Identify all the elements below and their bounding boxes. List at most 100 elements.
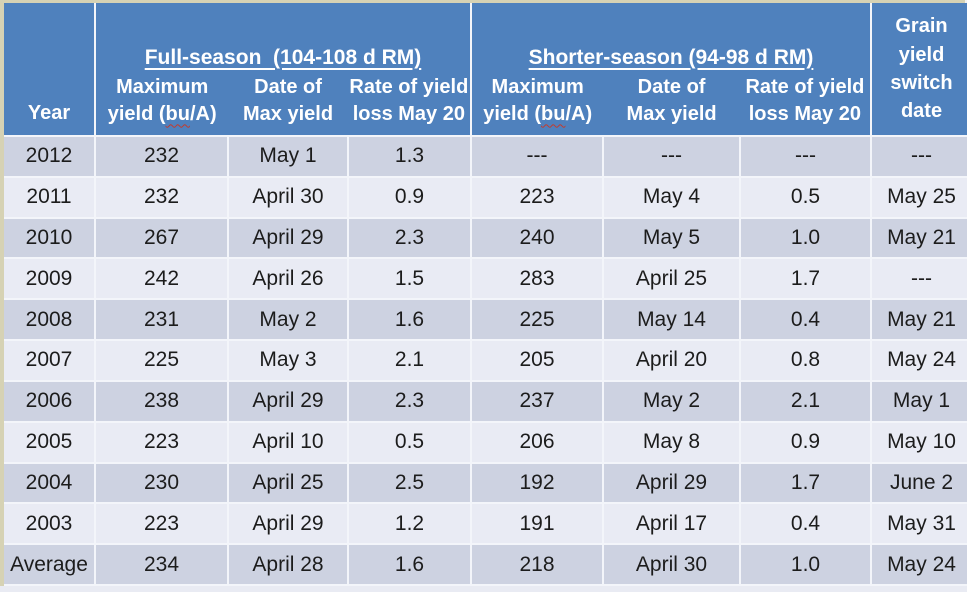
- cell-shortseason-loss-rate: 1.0: [741, 218, 872, 260]
- cell-fullseason-max-yield: 242: [96, 259, 229, 301]
- cell-fullseason-loss-rate: 1.5: [349, 259, 472, 301]
- cell-fullseason-max-date: April 29: [229, 218, 349, 260]
- cell-year: 2004: [4, 463, 96, 505]
- cell-year: 2007: [4, 341, 96, 382]
- year-column-label: Year: [27, 102, 71, 124]
- cell-shortseason-max-date: April 30: [604, 545, 741, 586]
- cell-fullseason-max-yield: 231: [96, 300, 229, 342]
- table-row: 2003 223 April 29 1.2 191 April 17 0.4 M…: [4, 504, 967, 546]
- cell-fullseason-loss-rate: 2.5: [349, 463, 472, 505]
- cell-fullseason-max-date: April 29: [229, 504, 349, 546]
- cell-fullseason-loss-rate: 2.3: [349, 218, 472, 260]
- spellcheck-underline: bu: [165, 103, 190, 126]
- table-row: Average 234 April 28 1.6 218 April 30 1.…: [4, 545, 967, 586]
- table-row: 2010 267 April 29 2.3 240 May 5 1.0 May …: [4, 218, 967, 260]
- cell-year: 2011: [4, 177, 96, 219]
- cell-fullseason-max-date: April 10: [229, 422, 349, 464]
- cell-fullseason-max-yield: 225: [96, 341, 229, 382]
- year-column-header: Year: [4, 3, 96, 137]
- full-season-max-yield-header: Maximum yield (bu/A): [107, 75, 217, 126]
- cell-grain-switch-date: May 10: [872, 422, 967, 464]
- cell-grain-switch-date: May 21: [872, 218, 967, 260]
- cell-fullseason-max-yield: 232: [96, 177, 229, 219]
- data-table: Year Full-season (104-108 d RM) Maximum …: [4, 3, 967, 586]
- shorter-season-subheaders: Maximum yield (bu/A) Date of Max yield R…: [472, 74, 870, 129]
- cell-year: 2008: [4, 300, 96, 342]
- cell-shortseason-max-yield: 205: [472, 341, 604, 382]
- cell-shortseason-max-date: April 25: [604, 259, 741, 301]
- cell-shortseason-max-yield: 225: [472, 300, 604, 342]
- table-row: 2009 242 April 26 1.5 283 April 25 1.7 -…: [4, 259, 967, 301]
- cell-fullseason-loss-rate: 0.9: [349, 177, 472, 219]
- cell-shortseason-max-date: May 5: [604, 218, 741, 260]
- cell-shortseason-max-yield: ---: [472, 137, 604, 178]
- table-row: 2005 223 April 10 0.5 206 May 8 0.9 May …: [4, 422, 967, 464]
- cell-fullseason-loss-rate: 1.3: [349, 137, 472, 178]
- table-row: 2007 225 May 3 2.1 205 April 20 0.8 May …: [4, 341, 967, 382]
- cell-shortseason-max-yield: 283: [472, 259, 604, 301]
- cell-fullseason-loss-rate: 1.6: [349, 545, 472, 586]
- cell-fullseason-max-yield: 223: [96, 422, 229, 464]
- full-season-group-header: Full-season (104-108 d RM) Maximum yield…: [96, 3, 472, 137]
- cell-fullseason-max-date: April 29: [229, 381, 349, 423]
- shorter-season-max-yield-header: Maximum yield (bu/A): [483, 75, 593, 126]
- cell-shortseason-max-yield: 191: [472, 504, 604, 546]
- cell-shortseason-max-date: May 14: [604, 300, 741, 342]
- cell-grain-switch-date: May 24: [872, 341, 967, 382]
- grain-switch-column-header: Grain yield switch date: [872, 3, 967, 137]
- cell-shortseason-max-date: ---: [604, 137, 741, 178]
- table-body: 2012 232 May 1 1.3 --- --- --- --- 2011 …: [4, 137, 967, 586]
- cell-shortseason-max-yield: 192: [472, 463, 604, 505]
- full-season-loss-rate-header: Rate of yield loss May 20: [349, 75, 469, 126]
- cell-fullseason-max-yield: 232: [96, 137, 229, 178]
- table-row: 2006 238 April 29 2.3 237 May 2 2.1 May …: [4, 381, 967, 423]
- full-season-max-date-header: Date of Max yield: [243, 75, 334, 126]
- cell-year: Average: [4, 545, 96, 586]
- cell-fullseason-loss-rate: 2.3: [349, 381, 472, 423]
- cell-year: 2006: [4, 381, 96, 423]
- cell-year: 2012: [4, 137, 96, 178]
- cell-grain-switch-date: ---: [872, 259, 967, 301]
- table-row: 2011 232 April 30 0.9 223 May 4 0.5 May …: [4, 177, 967, 219]
- shorter-season-group-header: Shorter-season (94-98 d RM) Maximum yiel…: [472, 3, 872, 137]
- cell-grain-switch-date: May 31: [872, 504, 967, 546]
- cell-fullseason-max-date: May 2: [229, 300, 349, 342]
- slide-edge-bottom: [0, 586, 967, 592]
- table-row: 2012 232 May 1 1.3 --- --- --- ---: [4, 137, 967, 178]
- cell-shortseason-max-yield: 223: [472, 177, 604, 219]
- cell-fullseason-max-date: May 3: [229, 341, 349, 382]
- cell-grain-switch-date: May 25: [872, 177, 967, 219]
- cell-fullseason-max-date: April 26: [229, 259, 349, 301]
- cell-fullseason-max-date: May 1: [229, 137, 349, 178]
- cell-shortseason-max-yield: 218: [472, 545, 604, 586]
- cell-shortseason-max-date: May 8: [604, 422, 741, 464]
- cell-shortseason-max-date: April 20: [604, 341, 741, 382]
- shorter-season-max-date-header: Date of Max yield: [626, 75, 717, 126]
- cell-fullseason-loss-rate: 1.2: [349, 504, 472, 546]
- table-row: 2008 231 May 2 1.6 225 May 14 0.4 May 21: [4, 300, 967, 342]
- cell-year: 2003: [4, 504, 96, 546]
- cell-shortseason-max-date: April 17: [604, 504, 741, 546]
- cell-shortseason-max-date: May 2: [604, 381, 741, 423]
- cell-grain-switch-date: May 24: [872, 545, 967, 586]
- cell-fullseason-max-date: April 28: [229, 545, 349, 586]
- cell-shortseason-max-date: April 29: [604, 463, 741, 505]
- cell-grain-switch-date: June 2: [872, 463, 967, 505]
- cell-fullseason-loss-rate: 1.6: [349, 300, 472, 342]
- cell-shortseason-loss-rate: 0.9: [741, 422, 872, 464]
- header-row: Year Full-season (104-108 d RM) Maximum …: [4, 3, 967, 137]
- cell-year: 2010: [4, 218, 96, 260]
- cell-shortseason-loss-rate: 2.1: [741, 381, 872, 423]
- cell-shortseason-max-yield: 206: [472, 422, 604, 464]
- full-season-group-title: Full-season (104-108 d RM): [144, 45, 422, 69]
- table-row: 2004 230 April 25 2.5 192 April 29 1.7 J…: [4, 463, 967, 505]
- cell-grain-switch-date: ---: [872, 137, 967, 178]
- cell-shortseason-loss-rate: 0.5: [741, 177, 872, 219]
- yield-comparison-table: Year Full-season (104-108 d RM) Maximum …: [4, 3, 967, 586]
- cell-fullseason-max-yield: 223: [96, 504, 229, 546]
- cell-shortseason-loss-rate: 1.7: [741, 259, 872, 301]
- cell-shortseason-loss-rate: ---: [741, 137, 872, 178]
- cell-fullseason-max-date: April 25: [229, 463, 349, 505]
- cell-fullseason-max-yield: 238: [96, 381, 229, 423]
- cell-shortseason-loss-rate: 0.4: [741, 300, 872, 342]
